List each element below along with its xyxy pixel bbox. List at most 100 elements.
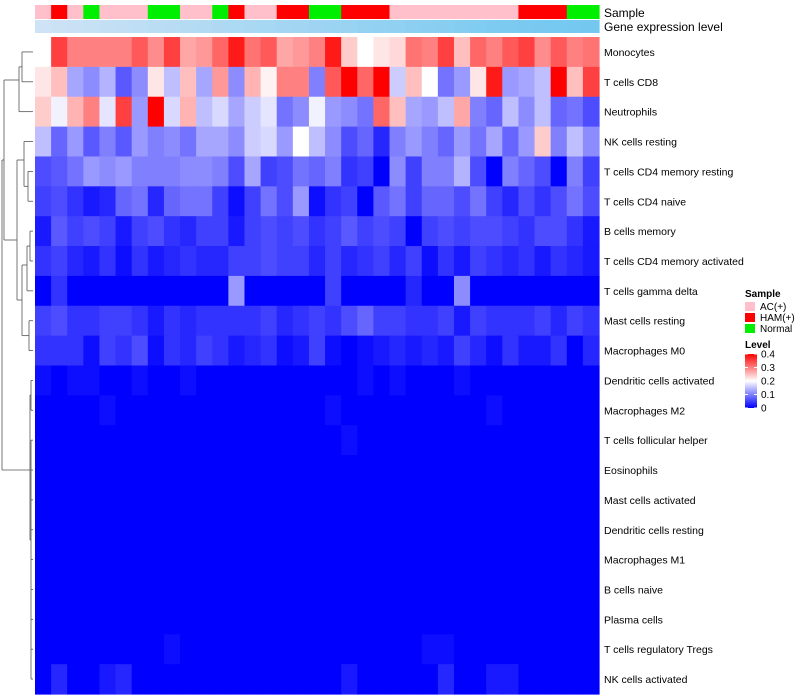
sample-annotation-cell [341, 5, 358, 19]
heatmap-cell [534, 37, 552, 68]
sample-annotation-cell [325, 5, 342, 19]
heatmap-cell [308, 604, 326, 635]
expression-annotation-cell [502, 20, 520, 33]
heatmap-cell [115, 275, 133, 307]
heatmap-cell [99, 246, 117, 277]
heatmap-cell [292, 335, 310, 367]
heatmap-cell [502, 335, 520, 367]
heatmap-cell [502, 455, 520, 486]
expression-annotation-cell [550, 20, 568, 33]
heatmap-cell [308, 664, 326, 695]
sample-annotation-cell [437, 5, 455, 19]
heatmap-cell [99, 574, 117, 606]
heatmap-cell [470, 544, 487, 576]
heatmap-cell [228, 37, 246, 68]
heatmap-cell [437, 664, 455, 695]
heatmap-cell [325, 395, 342, 426]
heatmap-cell [470, 574, 487, 606]
heatmap-cell [99, 425, 117, 456]
heatmap-cell [147, 395, 165, 426]
heatmap-cells [35, 37, 600, 695]
heatmap-cell [163, 484, 181, 516]
heatmap-cell [566, 425, 584, 456]
heatmap-cell [244, 186, 262, 217]
heatmap-cell [357, 514, 374, 546]
heatmap-cell [131, 275, 149, 307]
heatmap-cell [67, 425, 84, 456]
heatmap-cell [405, 246, 423, 277]
heatmap-cell [51, 455, 68, 486]
heatmap-cell [421, 395, 439, 426]
heatmap-cell [260, 126, 278, 158]
heatmap-cell [502, 425, 520, 456]
heatmap-cell [163, 514, 181, 546]
heatmap-cell [357, 634, 374, 665]
heatmap-cell [534, 634, 552, 665]
heatmap-cell [389, 126, 407, 158]
expression-annotation-cell [325, 20, 342, 33]
row-label: Mast cells resting [604, 316, 685, 328]
heatmap-cell [357, 37, 374, 68]
heatmap-cell [131, 455, 149, 486]
heatmap-cell [147, 305, 165, 337]
heatmap-cell [373, 216, 391, 247]
heatmap-cell [196, 395, 213, 426]
heatmap-cell [582, 96, 600, 128]
heatmap-cell [308, 335, 326, 367]
heatmap-cell [131, 186, 149, 217]
heatmap-cell [308, 246, 326, 277]
heatmap-cell [373, 365, 391, 396]
heatmap-cell [131, 484, 149, 516]
heatmap-cell [341, 126, 358, 158]
heatmap-cell [453, 126, 471, 158]
heatmap-cell [502, 544, 520, 576]
expression-annotation-cell [67, 20, 84, 33]
heatmap-cell [147, 96, 165, 128]
heatmap-cell [196, 604, 213, 635]
heatmap-cell [131, 574, 149, 606]
heatmap-cell [582, 484, 600, 516]
heatmap-cell [180, 425, 197, 456]
heatmap-cell [67, 544, 84, 576]
heatmap-cell [373, 544, 391, 576]
heatmap-cell [470, 455, 487, 486]
heatmap-cell [453, 634, 471, 665]
heatmap-cell [486, 484, 503, 516]
heatmap-cell [308, 305, 326, 337]
heatmap-cell [115, 335, 133, 367]
heatmap-cell [566, 544, 584, 576]
heatmap-cell [470, 335, 487, 367]
heatmap-cell [373, 186, 391, 217]
heatmap-cell [276, 365, 294, 396]
heatmap-cell [51, 425, 68, 456]
heatmap-cell [115, 37, 133, 68]
heatmap-cell [437, 574, 455, 606]
heatmap-cell [566, 395, 584, 426]
heatmap-cell [163, 186, 181, 217]
heatmap-cell [292, 634, 310, 665]
expression-annotation-cell [308, 20, 326, 33]
heatmap-cell [212, 66, 229, 98]
heatmap-cell [325, 544, 342, 576]
heatmap-cell [534, 216, 552, 247]
heatmap-cell [276, 37, 294, 68]
heatmap-cell [35, 37, 52, 68]
heatmap-cell [244, 634, 262, 665]
heatmap-cell [196, 574, 213, 606]
heatmap-cell [486, 186, 503, 217]
heatmap-cell [244, 455, 262, 486]
heatmap-cell [566, 37, 584, 68]
heatmap-cell [228, 156, 246, 187]
heatmap-cell [421, 156, 439, 187]
heatmap-cell [180, 484, 197, 516]
heatmap-cell [51, 604, 68, 635]
heatmap-cell [453, 395, 471, 426]
heatmap-cell [566, 634, 584, 665]
heatmap-cell [325, 186, 342, 217]
heatmap-cell [180, 186, 197, 217]
heatmap-cell [196, 484, 213, 516]
heatmap-cell [405, 66, 423, 98]
heatmap-cell [35, 395, 52, 426]
heatmap-cell [51, 126, 68, 158]
heatmap-cell [244, 365, 262, 396]
